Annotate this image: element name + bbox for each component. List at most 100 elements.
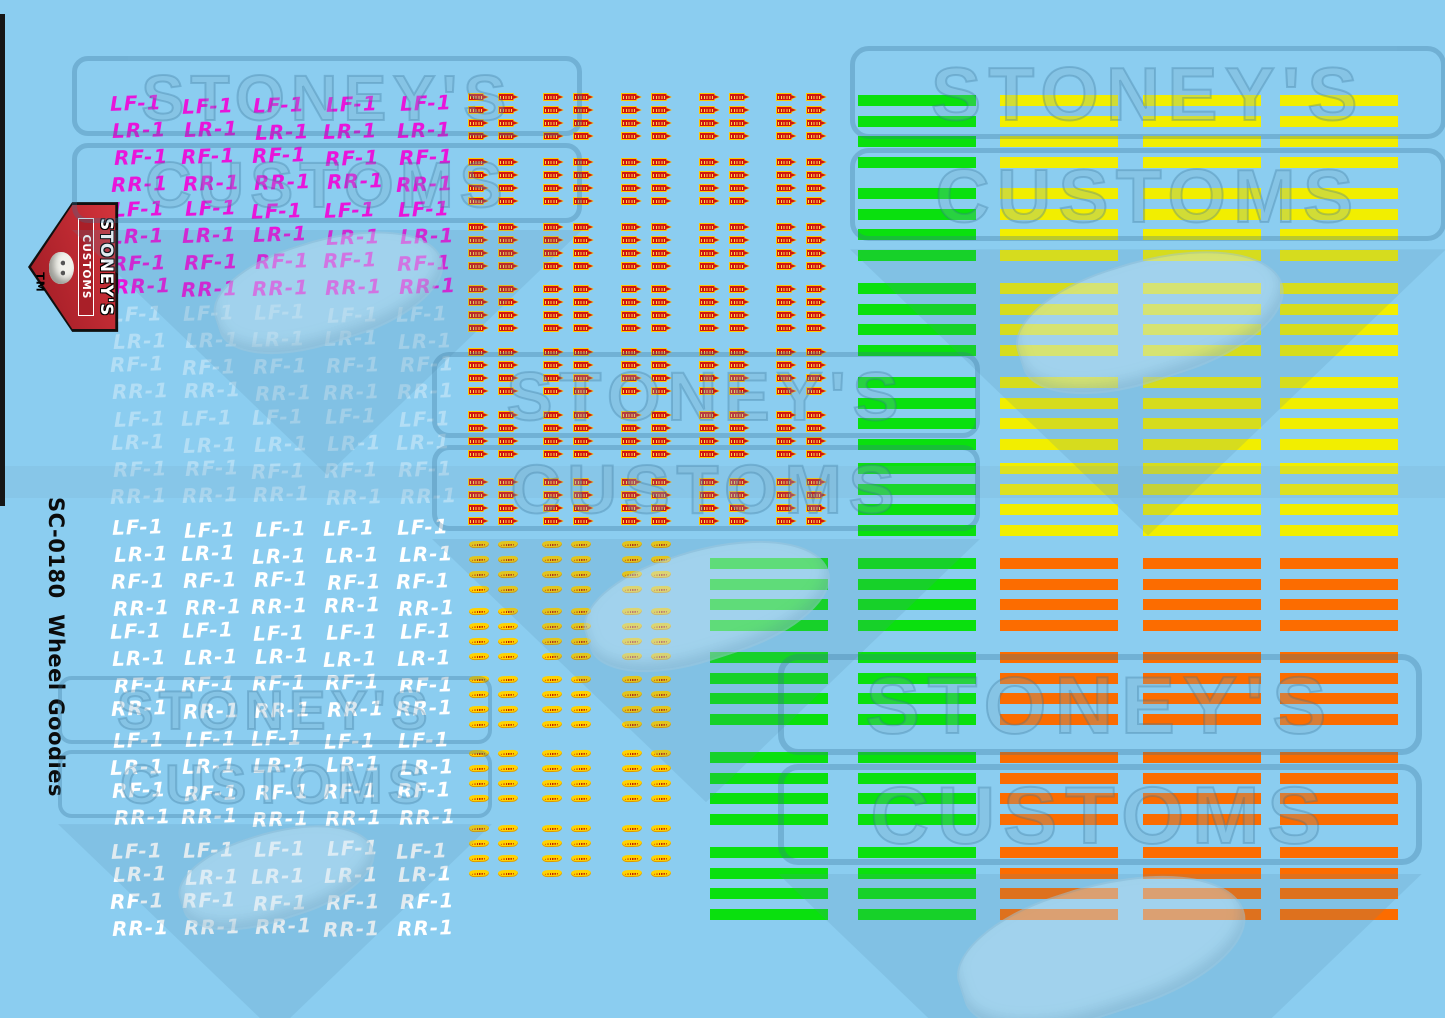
aero-arrow-decal [651, 132, 672, 140]
curved-script-decal [468, 824, 490, 833]
aero-arrow-decal [573, 119, 594, 127]
stripe-bar-decal [1280, 324, 1398, 335]
aero-arrow-decal [543, 298, 564, 306]
aero-arrow-decal [776, 106, 797, 114]
aero-arrow-decal [543, 450, 564, 458]
stripe-bar-decal [858, 377, 976, 388]
curved-script-decal [570, 540, 592, 549]
wheel-position-label: RR-1 [110, 171, 169, 197]
stripe-bar-decal [1000, 713, 1118, 725]
aero-arrow-decal [543, 106, 564, 114]
wheel-position-label: LR-1 [250, 863, 306, 889]
aero-arrow-decal [699, 223, 720, 231]
wheel-position-label: LR-1 [396, 645, 452, 671]
wheel-position-label: LF-1 [399, 90, 453, 116]
wheel-position-label: RR-1 [113, 804, 172, 830]
aero-arrow-decal [776, 171, 797, 179]
aero-arrow-decal [468, 184, 489, 192]
stripe-bar-decal [1000, 377, 1118, 388]
curved-script-decal [570, 675, 592, 684]
stripe-bar-decal [1143, 752, 1261, 763]
aero-arrow-decal [621, 374, 642, 382]
aero-arrow-decal [498, 517, 519, 525]
aero-arrow-decal [699, 119, 720, 127]
curved-script-decal [570, 570, 592, 579]
stripe-bar-decal [1280, 136, 1398, 147]
curved-script-decal [621, 720, 643, 729]
stripe-bar-decal [858, 888, 976, 899]
aero-arrow-decal [573, 197, 594, 205]
stripe-bar-decal [1000, 249, 1118, 261]
aero-arrow-decal [776, 437, 797, 445]
aero-arrow-decal [543, 119, 564, 127]
wheel-position-label: LF-1 [112, 196, 166, 222]
curved-script-decal [541, 779, 563, 788]
wheel-position-label: LR-1 [399, 223, 455, 249]
aero-arrow-decal [543, 285, 564, 293]
stripe-bar-decal [858, 652, 976, 663]
aero-arrow-decal [729, 387, 750, 395]
stripe-bar-decal [1143, 418, 1261, 429]
aero-arrow-decal [468, 450, 489, 458]
aero-arrow-decal [498, 298, 519, 306]
stripe-bar-decal [858, 752, 976, 763]
wheel-position-label: RR-1 [112, 595, 171, 621]
wheel-position-label: RF-1 [183, 249, 239, 275]
stripe-bar-decal [710, 867, 828, 879]
aero-arrow-decal [806, 171, 827, 179]
stripe-bar-decal [710, 813, 828, 825]
wheel-position-label: LR-1 [254, 119, 310, 145]
aero-arrow-decal [806, 361, 827, 369]
wheel-position-label: LR-1 [395, 429, 451, 455]
wheel-position-label: RF-1 [180, 671, 236, 697]
aero-arrow-decal [729, 249, 750, 257]
wheel-position-label: LF-1 [252, 620, 306, 646]
curved-script-decal [497, 869, 519, 878]
stripe-bar-decal [1000, 813, 1118, 825]
wheel-position-label: LR-1 [252, 221, 308, 247]
aero-arrow-decal [776, 348, 797, 356]
wheel-position-label: LF-1 [109, 90, 163, 116]
stripe-bar-decal [1143, 578, 1261, 590]
curved-script-decal [621, 705, 643, 714]
wheel-position-label: LR-1 [109, 754, 165, 780]
stripe-bar-decal [1143, 249, 1261, 261]
curved-script-decal [570, 764, 592, 773]
aero-arrow-decal [699, 478, 720, 486]
stripe-bar-decal [710, 619, 828, 631]
aero-arrow-decal [806, 298, 827, 306]
aero-arrow-decal [699, 93, 720, 101]
wheel-position-label: LR-1 [182, 432, 238, 458]
aero-arrow-decal [729, 171, 750, 179]
wheel-position-label: RR-1 [253, 169, 312, 195]
curved-script-decal [570, 824, 592, 833]
stripe-bar-decal [1280, 619, 1398, 631]
wheel-position-label: RR-1 [326, 168, 385, 194]
aero-arrow-decal [573, 285, 594, 293]
stripe-bar-decal [1000, 115, 1118, 127]
aero-arrow-decal [776, 132, 797, 140]
wheel-position-label: LR-1 [110, 429, 166, 455]
curved-script-decal [497, 637, 519, 646]
curved-script-decal [650, 585, 672, 594]
curved-script-decal [541, 555, 563, 564]
aero-arrow-decal [651, 504, 672, 512]
stripe-bar-decal [1280, 847, 1398, 858]
aero-arrow-decal [498, 249, 519, 257]
stripe-bar-decal [710, 772, 828, 784]
wheel-position-label: RF-1 [254, 248, 310, 274]
aero-arrow-decal [498, 348, 519, 356]
aero-arrow-decal [543, 184, 564, 192]
wheel-position-label: RR-1 [397, 595, 456, 621]
aero-arrow-decal [806, 387, 827, 395]
aero-arrow-decal [729, 478, 750, 486]
stripe-bar-decal [710, 578, 828, 590]
wheel-position-label: LR-1 [112, 861, 168, 887]
wheel-position-label: LF-1 [180, 405, 234, 431]
logo-brand-text: STONEY'S [96, 218, 116, 316]
stripe-bar-decal [1143, 652, 1261, 663]
aero-arrow-decal [621, 184, 642, 192]
aero-arrow-decal [543, 158, 564, 166]
stripe-bar-decal [1143, 324, 1261, 335]
stripe-bar-decal [1280, 713, 1398, 725]
